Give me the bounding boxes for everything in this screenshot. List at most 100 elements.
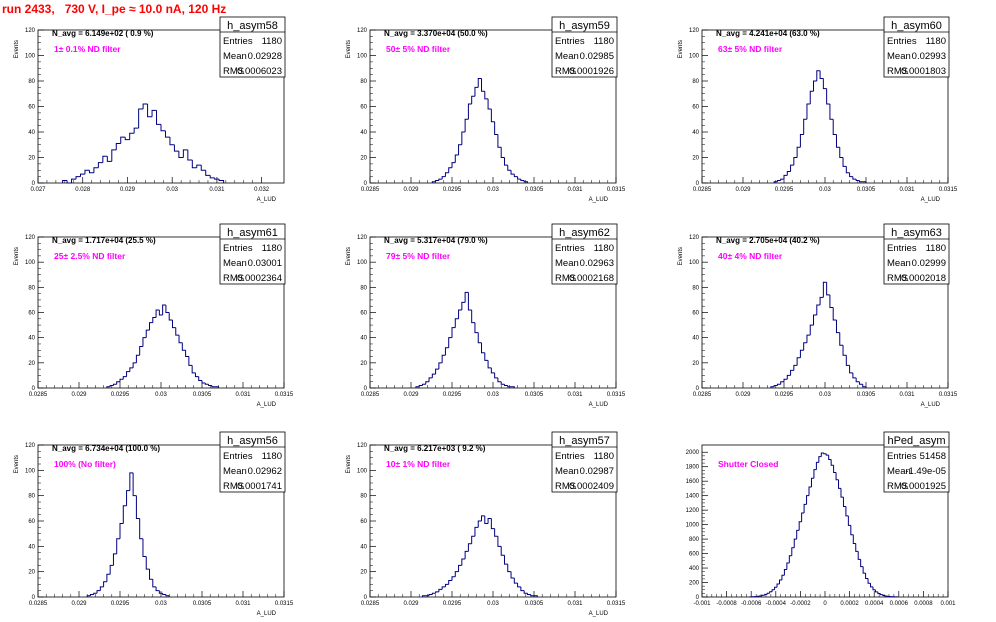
histogram-bin	[441, 354, 446, 363]
histogram-bin	[487, 98, 492, 110]
navg-label: N_avg = 2.705e+04 (40.2 %)	[716, 236, 820, 245]
histogram-bin	[461, 131, 466, 145]
histogram-bin	[884, 595, 888, 597]
histogram-bin	[799, 134, 804, 148]
navg-label: N_avg = 4.241e+04 (63.0 %)	[716, 29, 820, 38]
histogram-panel-h_asym57: 0.0285 0.029 0.0295 0.03 0.0305 0.031 0.0315 0 2…	[346, 431, 626, 617]
histogram-bin	[882, 594, 886, 597]
stats-label: Mean	[223, 51, 247, 62]
x-tick-label: 0.03	[166, 187, 178, 193]
x-tick-label: 0.032	[254, 187, 270, 193]
stats-box	[219, 16, 286, 78]
y-axis-label: Events	[678, 247, 684, 265]
histogram-bin	[783, 569, 787, 576]
x-tick-label: 0.0285	[29, 601, 48, 607]
histogram-bin	[855, 179, 860, 181]
filter-annotation: Shutter Closed	[718, 459, 778, 469]
y-tick-label: 60	[692, 311, 699, 317]
stats-value: 1180	[262, 36, 282, 47]
histogram-bin	[444, 347, 449, 356]
histogram-bin	[497, 134, 502, 148]
histogram-bin	[421, 595, 426, 597]
stats-value: 0.02985	[580, 51, 614, 62]
histogram-bin	[487, 517, 492, 524]
histogram-bin	[786, 171, 791, 176]
histogram-bin	[523, 590, 528, 594]
x-tick-label: 0.0295	[443, 392, 462, 398]
y-tick-label: 20	[28, 570, 35, 576]
navg-label: N_avg = 5.317e+04 (79.0 %)	[384, 236, 488, 245]
histogram-bin	[458, 309, 462, 319]
histogram-bin	[471, 309, 475, 324]
histogram-bin	[523, 180, 528, 183]
histogram-bin	[838, 479, 841, 489]
histogram-bin	[484, 515, 489, 525]
histogram-bin	[132, 362, 137, 368]
histogram-panel-h_asym61: 0.0285 0.029 0.0295 0.03 0.0305 0.031 0.0315 0 2…	[14, 223, 294, 408]
stats-value: 0.0001925	[901, 481, 946, 492]
histogram-bin	[833, 465, 837, 473]
stats-value: 1180	[926, 36, 946, 47]
histogram-panel-h_asym58: 0.027 0.028 0.029 0.03 0.031 0.032 0 20 40 60 80 10…	[14, 16, 286, 203]
y-axis-label: Events	[678, 40, 684, 58]
histogram-bin	[169, 137, 175, 146]
y-tick-label: 20	[28, 156, 35, 162]
histogram-name: h_asym56	[227, 435, 278, 447]
histogram-bin	[171, 320, 176, 329]
histogram-panel-hPed_asym: -0.001 -0.0008 -0.0006 -0.0004 -0.0002 0 0.000…	[686, 431, 956, 607]
x-tick-label: 0.027	[30, 187, 46, 193]
x-tick-label: 0.031	[235, 392, 251, 398]
x-tick-label: 0.031	[567, 187, 583, 193]
stats-value: 0.02962	[248, 466, 282, 477]
histogram-bin	[178, 335, 183, 344]
histogram-bin	[147, 103, 153, 118]
histogram-bin	[796, 146, 801, 158]
y-tick-label: 60	[28, 311, 35, 317]
histogram-bin	[464, 118, 469, 132]
stats-value: 1180	[262, 243, 282, 254]
histogram-bin	[825, 453, 829, 456]
y-tick-label: 80	[28, 285, 35, 291]
y-tick-label: 400	[689, 566, 700, 572]
histogram-bin	[855, 377, 860, 383]
histogram-bin	[201, 380, 206, 384]
histogram-bin	[188, 356, 193, 366]
histogram-bin	[526, 593, 531, 595]
stats-value: 0.0002018	[901, 273, 946, 284]
stats-box	[551, 223, 618, 285]
histogram-bin	[438, 362, 443, 370]
histogram-bin	[490, 367, 495, 374]
histogram-bin	[196, 164, 202, 168]
stats-label: Entries	[223, 36, 253, 47]
histogram-bin	[88, 170, 94, 174]
histogram-bin	[813, 469, 817, 479]
histogram-bin	[119, 523, 124, 539]
histogram-bin	[840, 488, 844, 498]
histogram-bin	[66, 180, 72, 184]
y-tick-label: 1400	[686, 494, 700, 500]
histogram-bin	[796, 529, 800, 540]
histogram-bin	[156, 110, 161, 125]
histogram-bin	[152, 317, 157, 323]
histogram-bin	[770, 386, 775, 388]
histogram-bin	[513, 578, 518, 584]
x-tick-label: -0.0008	[716, 601, 737, 607]
histogram-bin	[458, 144, 462, 155]
y-tick-label: 0	[364, 181, 368, 187]
histogram-bin	[870, 583, 873, 588]
histogram-bin	[454, 154, 459, 163]
histogram-bin	[773, 181, 778, 183]
histogram-bin	[819, 296, 824, 305]
histogram-bin	[464, 550, 469, 559]
histogram-bin	[517, 583, 521, 588]
histogram-bin	[191, 365, 196, 374]
histogram-bin	[835, 320, 840, 334]
stats-label: Entries	[555, 451, 585, 462]
histogram-bin	[806, 103, 811, 120]
y-tick-label: 100	[357, 54, 368, 60]
histogram-bin	[517, 176, 521, 180]
histogram-bin	[494, 372, 498, 379]
stats-label: Entries	[887, 36, 917, 47]
histogram-bin	[771, 589, 775, 592]
histogram-bin	[138, 108, 144, 129]
